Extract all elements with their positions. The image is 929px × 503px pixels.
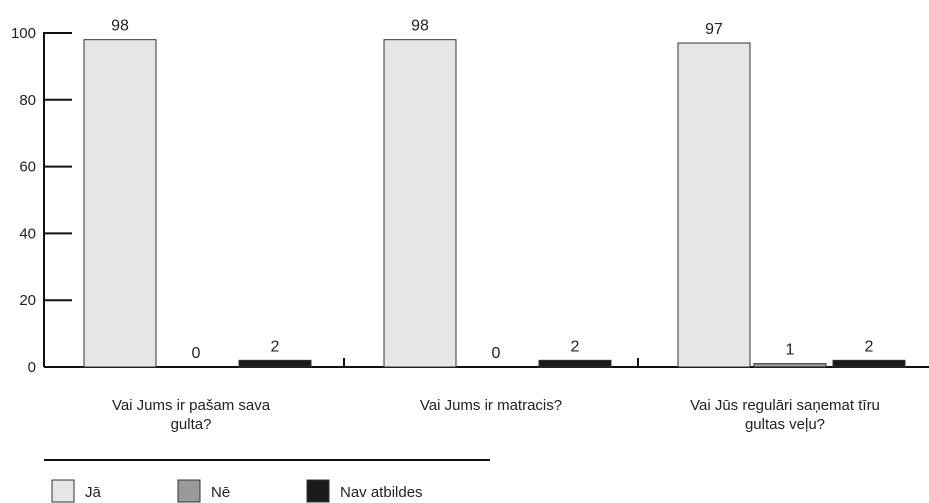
data-labels: 98 0 2 98 0 2 97 1 2 [111, 18, 873, 362]
y-tick-label: 20 [19, 292, 36, 309]
category-label-line: Vai Jums ir pašam sava [112, 397, 271, 414]
y-tick-label: 100 [11, 25, 36, 42]
data-label: 2 [865, 338, 874, 355]
data-label: 97 [705, 21, 723, 38]
data-label: 98 [111, 18, 129, 35]
y-tick-label: 60 [19, 159, 36, 176]
legend-swatch [51, 479, 75, 503]
category-label-line: gultas veļu? [745, 416, 825, 433]
data-label: 2 [271, 338, 280, 355]
data-label: 0 [492, 345, 501, 362]
category-label: Vai Jums ir pašam sava gulta? [112, 397, 271, 433]
bar [538, 359, 612, 368]
bar [832, 359, 906, 368]
bar [383, 39, 457, 368]
legend-swatch [306, 479, 330, 503]
data-label: 2 [571, 338, 580, 355]
legend-label: Nē [211, 484, 230, 501]
legend-swatch [177, 479, 201, 503]
data-label: 0 [192, 345, 201, 362]
bar [753, 363, 827, 368]
data-label: 98 [411, 18, 429, 35]
bar [83, 39, 157, 368]
bar [238, 359, 312, 368]
bar [677, 42, 751, 368]
y-tick-label: 80 [19, 92, 36, 109]
legend-label: Jā [85, 484, 102, 501]
y-tick-label: 0 [28, 359, 36, 376]
category-label-line: gulta? [171, 416, 212, 433]
category-label: Vai Jums ir matracis? [420, 397, 562, 414]
category-label-line: Vai Jums ir matracis? [420, 397, 562, 414]
bars [83, 39, 906, 368]
category-labels: Vai Jums ir pašam sava gulta?Vai Jums ir … [112, 397, 880, 433]
data-label: 1 [786, 342, 795, 359]
legend-label: Nav atbildes [340, 484, 423, 501]
category-label-line: Vai Jūs regulāri saņemat tīru [690, 397, 880, 414]
y-tick-label: 40 [19, 225, 36, 242]
category-label: Vai Jūs regulāri saņemat tīru gultas veļu… [690, 397, 880, 433]
legend: Jā Nē Nav atbildes [44, 459, 490, 503]
